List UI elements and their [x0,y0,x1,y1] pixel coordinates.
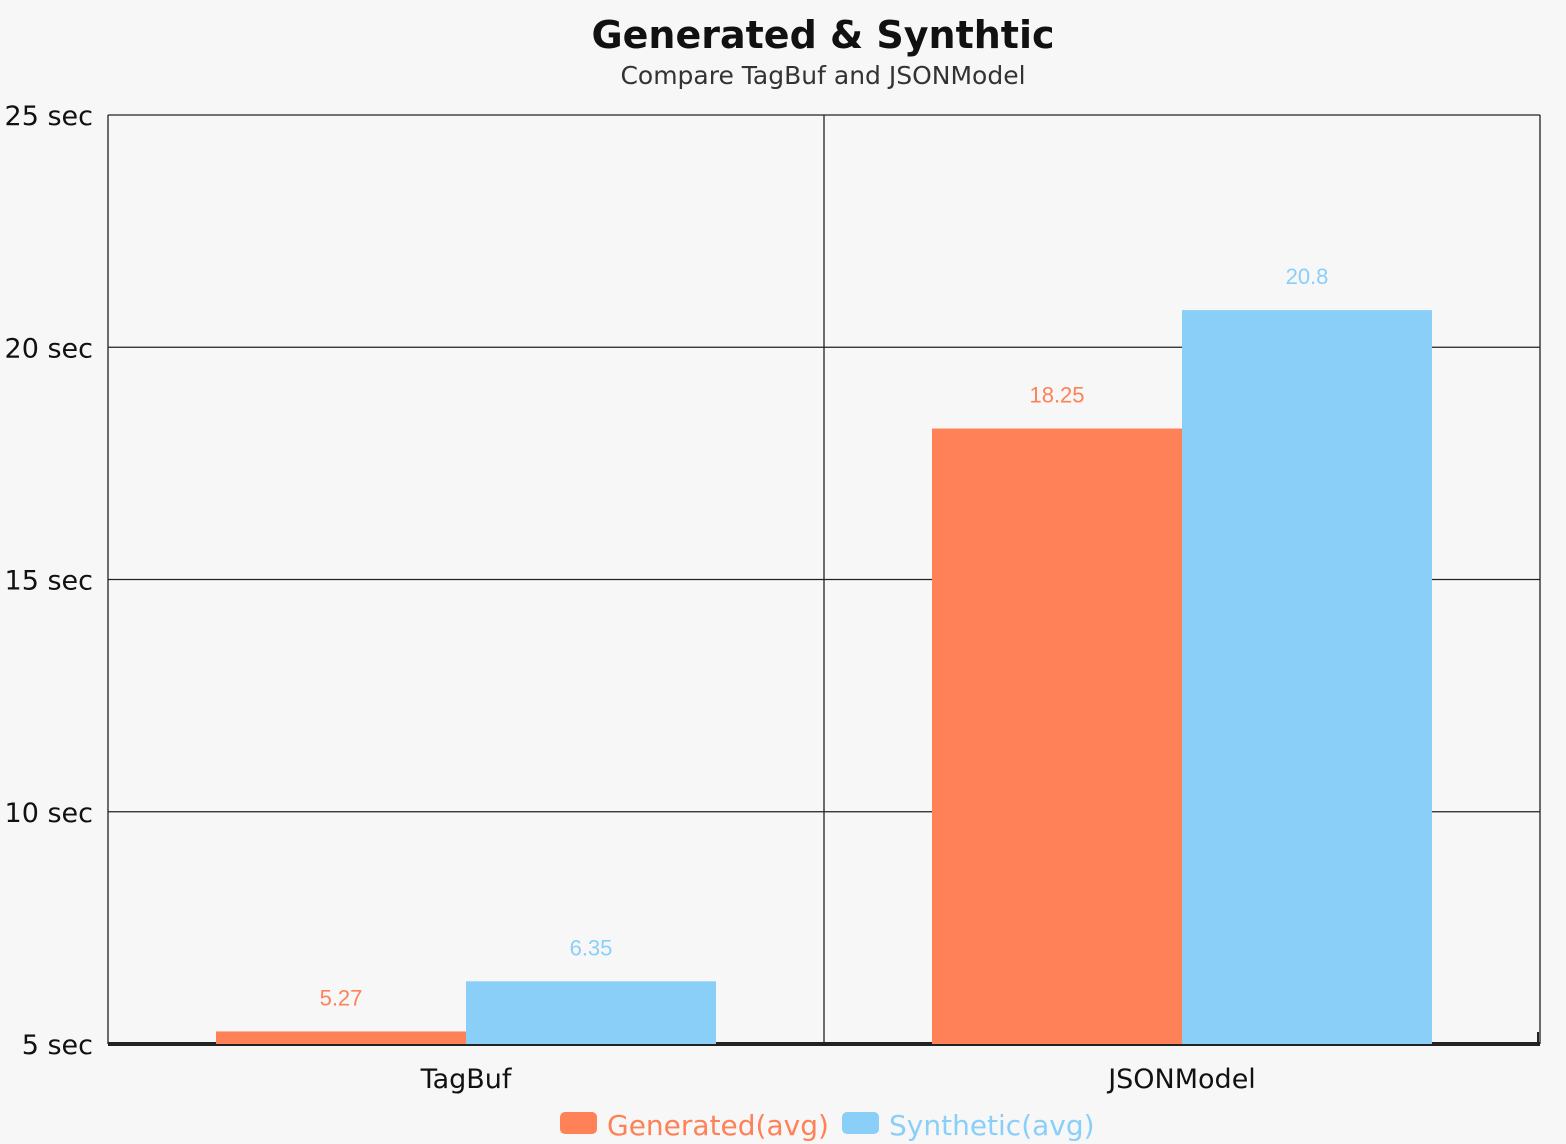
y-tick-label: 15 sec [5,566,93,597]
legend-swatch [560,1112,597,1134]
legend-label: Synthetic(avg) [889,1109,1095,1142]
value-labels: 5.27 6.35 18.25 20.8 [320,264,1329,1010]
data-label: 6.35 [570,935,613,960]
x-tick-label: TagBuf [420,1064,513,1095]
legend-label: Generated(avg) [607,1109,829,1142]
legend-item-synthetic[interactable]: Synthetic(avg) [842,1109,1095,1142]
chart-subtitle: Compare TagBuf and JSONModel [620,61,1025,90]
y-tick-label: 20 sec [5,333,93,364]
bar-jsonmodel-synthetic [1182,310,1432,1045]
chart-title: Generated & Synthtic [591,13,1054,57]
data-label: 20.8 [1286,264,1329,289]
legend: Generated(avg) Synthetic(avg) [560,1109,1095,1142]
legend-swatch [842,1112,879,1134]
y-tick-label: 10 sec [5,798,93,829]
bars [216,310,1432,1045]
x-axis-ticks: TagBuf JSONModel [420,1064,1256,1095]
legend-item-generated[interactable]: Generated(avg) [560,1109,829,1142]
bar-tagbuf-generated [216,1031,466,1044]
y-axis-ticks: 5 sec 10 sec 15 sec 20 sec 25 sec [5,101,93,1061]
y-tick-label: 25 sec [5,101,93,132]
bar-jsonmodel-generated [932,428,1182,1045]
y-tick-label: 5 sec [22,1030,93,1061]
data-label: 18.25 [1029,383,1084,408]
bar-tagbuf-synthetic [466,981,716,1044]
x-tick-label: JSONModel [1106,1064,1256,1095]
data-label: 5.27 [320,985,363,1010]
